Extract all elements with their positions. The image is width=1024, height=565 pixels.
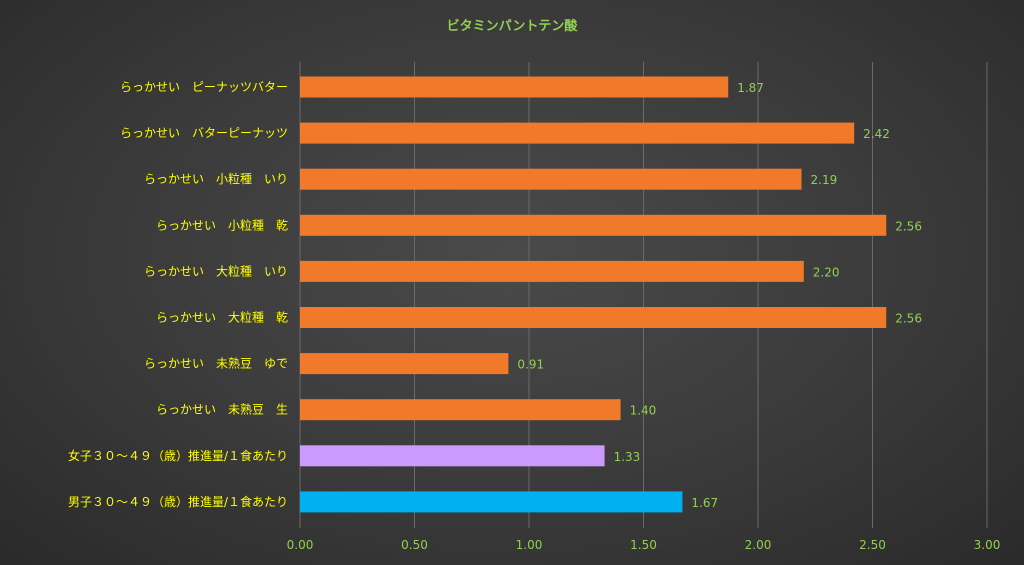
data-label: 1.67 (691, 496, 718, 510)
x-tick-label: 2.00 (745, 538, 772, 552)
category-label: らっかせい 未熟豆 ゆで (144, 356, 288, 371)
data-label: 0.91 (517, 358, 544, 372)
x-axis-tick-labels: 0.00 0.50 1.00 1.50 2.00 2.50 3.00 (287, 538, 1001, 552)
x-tick-label: 1.50 (630, 538, 657, 552)
x-tick-label: 3.00 (974, 538, 1001, 552)
data-label: 2.20 (813, 265, 840, 279)
bar (300, 122, 855, 144)
bar (300, 214, 887, 236)
data-label: 2.42 (863, 127, 890, 141)
category-label: らっかせい ピーナッツバター (120, 80, 288, 94)
data-label: 1.40 (630, 404, 657, 418)
bar (300, 260, 804, 282)
bars (300, 76, 887, 513)
category-label: らっかせい 小粒種 いり (144, 171, 288, 186)
bar (300, 353, 509, 375)
data-label: 1.87 (737, 81, 764, 95)
x-tick-label: 0.50 (401, 538, 428, 552)
x-tick-label: 0.00 (287, 538, 314, 552)
category-label: らっかせい バターピーナッツ (120, 126, 288, 140)
value-labels: 1.87 2.42 2.19 2.56 2.20 2.56 0.91 1.40 1.33 1.67 (517, 81, 922, 510)
data-label: 1.33 (614, 450, 641, 464)
x-tick-label: 2.50 (859, 538, 886, 552)
category-label: らっかせい 未熟豆 生 (156, 402, 288, 417)
data-label: 2.19 (811, 173, 838, 187)
data-label: 2.56 (895, 219, 922, 233)
bar (300, 168, 802, 190)
chart-title: ビタミンパントテン酸 (447, 18, 579, 34)
bar (300, 76, 729, 98)
category-label: 女子３０～４９（歳）推進量/１食あたり (68, 448, 288, 463)
category-label: らっかせい 大粒種 いり (144, 263, 288, 278)
bar (300, 445, 605, 467)
x-tick-label: 1.00 (516, 538, 543, 552)
data-label: 2.56 (895, 312, 922, 326)
bar (300, 491, 683, 513)
category-label: 男子３０～４９（歳）推進量/１食あたり (68, 494, 288, 509)
category-label: らっかせい 大粒種 乾 (156, 310, 288, 325)
bar (300, 307, 887, 328)
bar (300, 399, 621, 421)
category-label: らっかせい 小粒種 乾 (156, 217, 288, 232)
